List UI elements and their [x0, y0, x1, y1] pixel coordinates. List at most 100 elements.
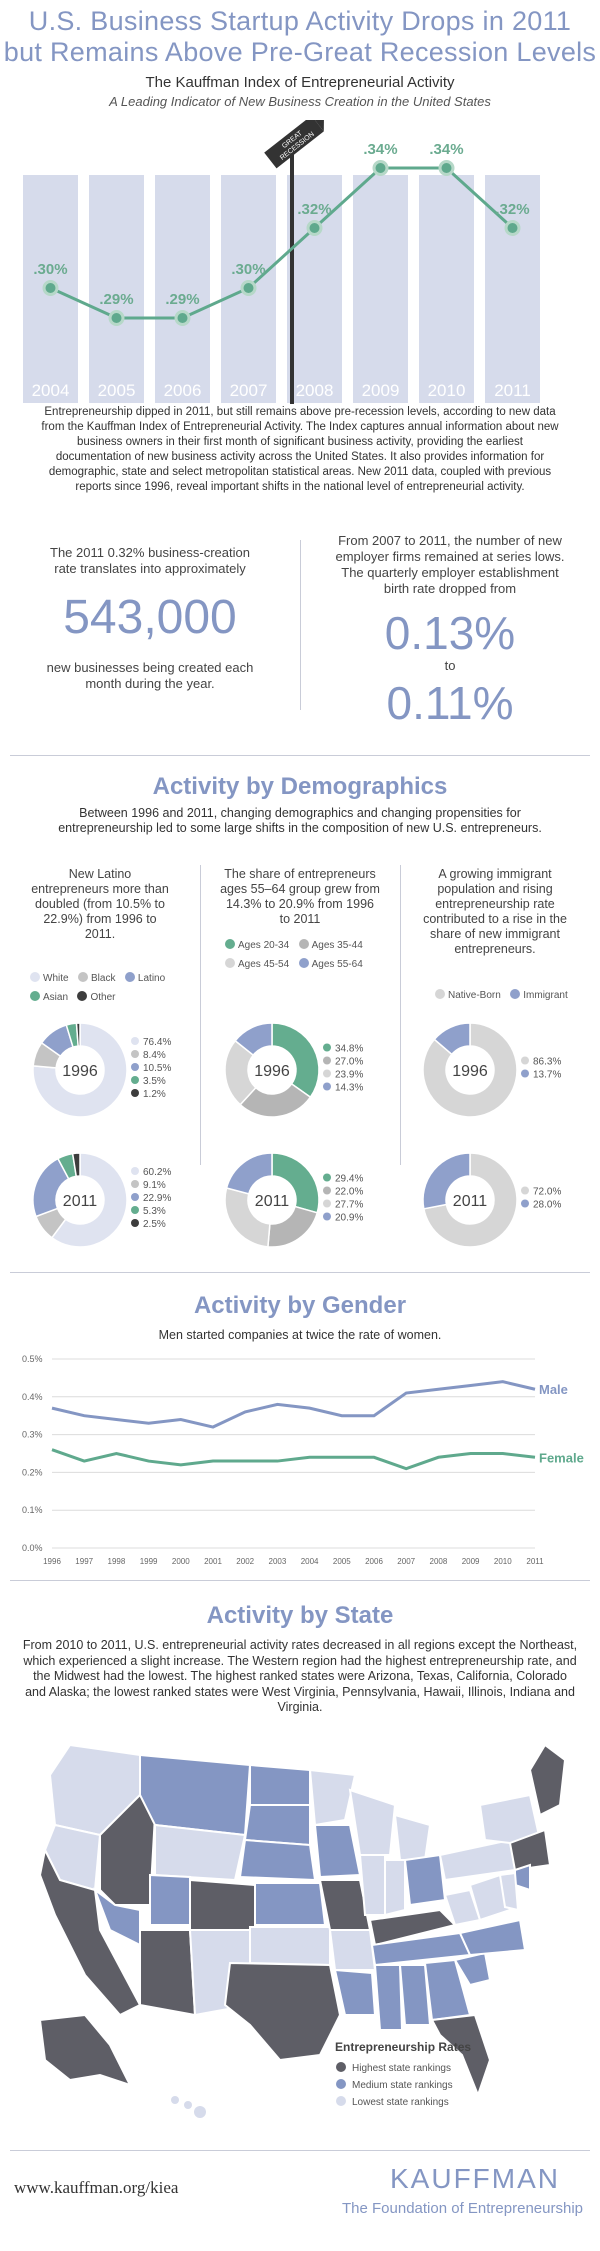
gender-grid: 0.0% 0.1% 0.2% 0.3% 0.4% 0.5% 1996 1997 1998 1999…: [22, 1354, 544, 1566]
legend-item: Ages 35-44: [298, 939, 363, 951]
map-region-high: [373, 1964, 404, 2031]
legend-item: Native-Born: [435, 989, 501, 1001]
data-point: [441, 163, 452, 173]
data-label: .30%: [33, 261, 67, 278]
stat-rate-from: 0.13%: [384, 607, 516, 659]
map-region-high: [38, 1846, 142, 2017]
intro-paragraph: Entrepreneurship dipped in 2011, but sti…: [41, 406, 559, 493]
map-region-high: [223, 1961, 342, 2062]
donut-value-label: 76.4%: [143, 1037, 171, 1048]
data-label: .32%: [495, 201, 529, 218]
map-region-alaska: [38, 2013, 132, 2087]
legend-label-medium: Medium state rankings: [352, 2080, 453, 2091]
section-divider: [10, 755, 590, 756]
map-region-high: [528, 1743, 567, 1817]
gender-chart: 0.0% 0.1% 0.2% 0.3% 0.4% 0.5% 1996 1997 1998 1999…: [22, 1354, 584, 1566]
column-divider: [200, 865, 201, 1165]
section-divider: [10, 1580, 590, 1581]
donut-value-label: 23.9%: [335, 1070, 363, 1081]
stat-rate-to-word: to: [444, 658, 456, 673]
footer-url[interactable]: www.kauffman.org/kiea: [14, 2178, 179, 2197]
demographics-heading: Activity by Demographics: [152, 773, 448, 800]
data-point: [177, 313, 188, 323]
donut-value-label: 86.3%: [533, 1057, 561, 1068]
donut-value-dot: [323, 1069, 331, 1078]
legend-item: Latino: [124, 972, 165, 984]
age-legend: Ages 20-34 Ages 35-44 Ages 45-54 Ages 55…: [225, 935, 385, 973]
donut-slice: [32, 1022, 128, 1118]
donut-value-label: 29.4%: [335, 1174, 363, 1185]
gender-heading: Activity by Gender: [193, 1292, 407, 1319]
map-region-high: [430, 2013, 492, 2098]
year-label: 2005: [98, 381, 136, 400]
y-tick-label: 0.2%: [22, 1467, 43, 1477]
donut-slice: [422, 1022, 518, 1118]
x-tick-label: 1996: [43, 1557, 61, 1566]
donut-slice: [234, 1022, 273, 1057]
donut-slice: [422, 1152, 471, 1210]
data-label: .32%: [297, 201, 331, 218]
donut-slice: [271, 1022, 320, 1099]
page-title: U.S. Business Startup Activity Drops in …: [0, 6, 600, 68]
map-region-high: [384, 1859, 406, 1917]
donut-year: 2011: [63, 1193, 98, 1210]
y-tick-label: 0.0%: [22, 1543, 43, 1553]
donut-slice: [422, 1152, 518, 1248]
footer-brand-sub: The Foundation of Entrepreneurship: [342, 2200, 583, 2217]
x-tick-label: 2010: [494, 1557, 512, 1566]
x-tick-label: 2007: [397, 1557, 415, 1566]
donut-value-dot: [323, 1212, 331, 1221]
map-region-high: [328, 1929, 377, 1971]
map-region-high: [333, 1968, 377, 2016]
stats-divider: [300, 540, 301, 710]
data-point: [45, 283, 56, 293]
donut-value-label: 5.3%: [143, 1206, 166, 1217]
donut-value-label: 28.0%: [533, 1200, 561, 1211]
donut-value-dot: [521, 1056, 529, 1065]
legend-item: Black: [78, 972, 115, 984]
map-region-high: [149, 1873, 191, 1926]
map-region-high: [514, 1863, 531, 1892]
map-region-high: [243, 1804, 311, 1847]
donut-value-label: 8.4%: [143, 1050, 166, 1061]
donut-value-label: 34.8%: [335, 1044, 363, 1055]
data-point: [507, 223, 518, 233]
donut-value-dot: [131, 1180, 139, 1188]
donut-value-dot: [323, 1082, 331, 1091]
recession-pole: [290, 138, 294, 404]
map-region-high: [189, 1878, 256, 1931]
donut-year: 2011: [255, 1193, 290, 1210]
year-column: [419, 175, 474, 403]
donut-value-label: 14.3%: [335, 1083, 363, 1094]
series-label: Male: [539, 1382, 568, 1397]
legend-item: Ages 45-54: [225, 958, 289, 970]
stat-right-top: From 2007 to 2011, the number of new emp…: [335, 533, 565, 596]
stat-big-number: 543,000: [63, 591, 237, 644]
gender-subtitle: Men started companies at twice the rate …: [158, 1328, 442, 1342]
x-tick-label: 2004: [301, 1557, 319, 1566]
x-tick-label: 2011: [526, 1557, 544, 1566]
donut-value-dot: [323, 1056, 331, 1065]
legend-dot-low: [336, 2096, 346, 2106]
x-tick-label: 1998: [108, 1557, 126, 1566]
legend-item: Immigrant: [510, 989, 568, 1001]
map-region-high: [313, 1824, 362, 1879]
legend-label-high: Highest state rankings: [352, 2063, 451, 2074]
donut-value-label: 1.2%: [143, 1089, 166, 1100]
donut-value-label: 60.2%: [143, 1167, 171, 1178]
year-label: 2008: [296, 381, 334, 400]
donut-value-dot: [131, 1193, 139, 1201]
footer-brand: KAUFFMAN: [390, 2163, 560, 2194]
map-region-high: [238, 1838, 317, 1882]
legend-label-low: Lowest state rankings: [352, 2097, 449, 2108]
donut-value-label: 10.5%: [143, 1063, 171, 1074]
legend-item: Asian: [30, 991, 68, 1003]
y-tick-label: 0.5%: [22, 1354, 43, 1364]
x-tick-label: 2001: [204, 1557, 222, 1566]
x-tick-label: 2008: [430, 1557, 448, 1566]
donut-value-label: 27.7%: [335, 1200, 363, 1211]
x-tick-label: 1997: [75, 1557, 93, 1566]
legend-item: Ages 20-34: [225, 939, 289, 951]
map-region-high: [393, 1813, 432, 1861]
series-line: [51, 1448, 536, 1471]
